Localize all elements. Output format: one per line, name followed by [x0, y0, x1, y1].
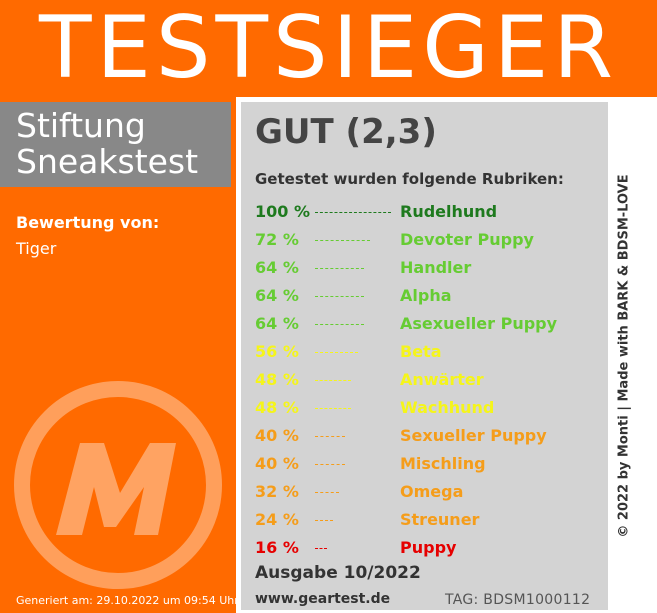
category-percent: 40 % [255, 454, 299, 473]
category-percent: 100 % [255, 202, 310, 221]
issue-label: Ausgabe 10/2022 [255, 563, 421, 583]
header-band [0, 0, 657, 97]
category-name: Omega [400, 482, 464, 501]
category-name: Sexueller Puppy [400, 426, 547, 445]
category-row: 72 % Devoter Puppy [255, 226, 605, 254]
rating-label: Bewertung von: [16, 213, 160, 232]
category-name: Anwärter [400, 370, 484, 389]
credit-text: © 2022 by Monti | Made with BARK & BDSM-… [616, 174, 632, 538]
category-name: Puppy [400, 538, 457, 557]
category-percent: 64 % [255, 286, 299, 305]
category-name: Wachhund [400, 398, 495, 417]
category-percent: 64 % [255, 258, 299, 277]
category-name: Alpha [400, 286, 452, 305]
category-name: Rudelhund [400, 202, 498, 221]
category-percent: 72 % [255, 230, 299, 249]
category-name: Beta [400, 342, 442, 361]
website-link[interactable]: www.geartest.de [255, 591, 391, 607]
category-percent: 48 % [255, 398, 299, 417]
category-row: 32 % Omega [255, 478, 605, 506]
category-bar [315, 464, 346, 465]
category-percent: 40 % [255, 426, 299, 445]
category-bar [315, 212, 391, 213]
category-name: Asexueller Puppy [400, 314, 558, 333]
category-bar [315, 520, 334, 521]
category-row: 48 % Anwärter [255, 366, 605, 394]
category-bar [315, 436, 346, 437]
category-name: Mischling [400, 454, 486, 473]
grade-heading: GUT (2,3) [255, 112, 437, 152]
category-bar [315, 380, 352, 381]
brand-line-2: Sneakstest [16, 142, 199, 181]
category-row: 56 % Beta [255, 338, 605, 366]
category-bar [315, 492, 340, 493]
category-row: 40 % Mischling [255, 450, 605, 478]
category-percent: 24 % [255, 510, 299, 529]
brand-line-1: Stiftung [16, 106, 146, 145]
category-row: 40 % Sexueller Puppy [255, 422, 605, 450]
category-bar [315, 324, 364, 325]
category-percent: 56 % [255, 342, 299, 361]
category-name: Handler [400, 258, 472, 277]
category-row: 100 % Rudelhund [255, 198, 605, 226]
category-row: 16 % Puppy [255, 534, 605, 562]
credit-strip: © 2022 by Monti | Made with BARK & BDSM-… [612, 102, 636, 610]
category-row: 48 % Wachhund [255, 394, 605, 422]
category-bar [315, 268, 364, 269]
category-percent: 64 % [255, 314, 299, 333]
category-bar [315, 352, 358, 353]
category-bar [315, 408, 352, 409]
generated-timestamp: Generiert am: 29.10.2022 um 09:54 Uhr [16, 594, 239, 607]
category-bar [315, 548, 328, 549]
categories-intro: Getestet wurden folgende Rubriken: [255, 170, 564, 188]
brand-box: Stiftung Sneakstest [0, 102, 231, 187]
result-panel [241, 102, 608, 610]
category-list: 100 % Rudelhund 72 % Devoter Puppy 64 % Handl… [255, 198, 605, 562]
category-row: 64 % Alpha [255, 282, 605, 310]
tag-label: TAG: BDSM1000112 [445, 592, 591, 608]
category-bar [315, 296, 364, 297]
category-row: 64 % Asexueller Puppy [255, 310, 605, 338]
category-row: 24 % Streuner [255, 506, 605, 534]
category-percent: 32 % [255, 482, 299, 501]
category-percent: 16 % [255, 538, 299, 557]
rating-value: Tiger [16, 239, 57, 258]
page-title: TESTSIEGER [38, 0, 619, 98]
category-name: Streuner [400, 510, 480, 529]
category-row: 64 % Handler [255, 254, 605, 282]
m-logo-icon [14, 381, 222, 589]
category-name: Devoter Puppy [400, 230, 534, 249]
category-percent: 48 % [255, 370, 299, 389]
category-bar [315, 240, 370, 241]
